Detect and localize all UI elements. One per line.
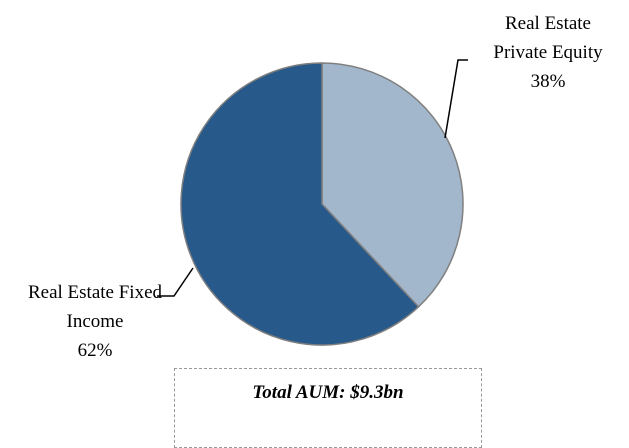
leader-line <box>444 59 468 139</box>
slice-value-label: 38% <box>530 71 566 92</box>
slice-label: Real Estate Private Equity <box>493 13 603 63</box>
pie-slice <box>180 62 420 346</box>
slice-value-label: 62% <box>77 340 113 361</box>
annotation: Total AUM: $9.3bn <box>252 382 404 403</box>
slice-label: Real Estate Fixed Income <box>27 282 163 332</box>
pie-slice <box>321 62 464 308</box>
leader-line <box>157 267 194 297</box>
annotation-box <box>174 368 482 448</box>
